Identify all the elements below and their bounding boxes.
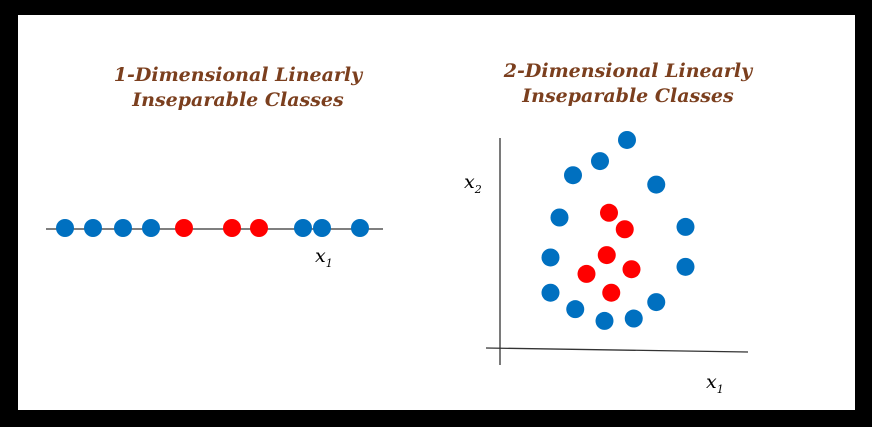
red-point-1d: [250, 219, 268, 237]
right-title-line1: 2-Dimensional Linearly: [503, 60, 753, 82]
canvas: 1-Dimensional Linearly Inseparable Class…: [18, 15, 855, 410]
left-x-axis-label-sub: 1: [325, 256, 333, 270]
blue-point-2d: [595, 311, 614, 330]
blue-point-2d: [541, 248, 560, 267]
blue-point-2d: [591, 152, 609, 171]
blue-point-2d: [550, 208, 569, 227]
blue-point-1d: [351, 219, 369, 237]
blue-point-2d: [676, 217, 695, 236]
right-panel-title: 2-Dimensional Linearly Inseparable Class…: [468, 59, 788, 109]
red-point-2d: [602, 283, 621, 302]
blue-point-2d: [676, 257, 695, 276]
blue-point-2d: [624, 309, 643, 328]
red-point-1d: [175, 219, 193, 237]
right-x-axis-line: [485, 347, 749, 353]
right-title-line2: Inseparable Classes: [522, 85, 734, 107]
red-point-2d: [615, 220, 634, 239]
blue-point-2d: [566, 300, 585, 319]
red-point-2d: [577, 264, 596, 283]
blue-point-1d: [142, 219, 160, 237]
blue-point-1d: [294, 219, 312, 237]
left-x-axis-label-base: x: [315, 245, 326, 267]
right-y-axis-label: x2: [464, 171, 482, 196]
blue-point-2d: [564, 166, 582, 185]
red-point-2d: [600, 203, 618, 222]
diagram-svg: [46, 130, 749, 365]
left-x-axis-label: x1: [315, 245, 333, 270]
right-points-group: [541, 130, 695, 330]
blue-point-2d: [541, 283, 560, 302]
right-x-axis-label-base: x: [706, 371, 717, 393]
red-point-2d: [622, 260, 641, 279]
red-point-1d: [223, 219, 241, 237]
red-point-2d: [597, 246, 616, 265]
right-x-axis-label-sub: 1: [716, 382, 724, 396]
right-x-axis-label: x1: [706, 371, 724, 396]
blue-point-1d: [114, 219, 132, 237]
left-panel-title: 1-Dimensional Linearly Inseparable Class…: [78, 63, 398, 113]
blue-point-2d: [618, 130, 636, 149]
blue-point-2d: [647, 175, 666, 194]
blue-point-1d: [313, 219, 331, 237]
blue-point-1d: [84, 219, 102, 237]
left-title-line1: 1-Dimensional Linearly: [113, 64, 363, 86]
blue-point-1d: [56, 219, 74, 237]
blue-point-2d: [647, 293, 666, 312]
right-y-axis-label-base: x: [464, 171, 475, 193]
left-title-line2: Inseparable Classes: [132, 89, 344, 111]
right-y-axis-label-sub: 2: [474, 182, 482, 196]
left-points-group: [56, 219, 369, 237]
